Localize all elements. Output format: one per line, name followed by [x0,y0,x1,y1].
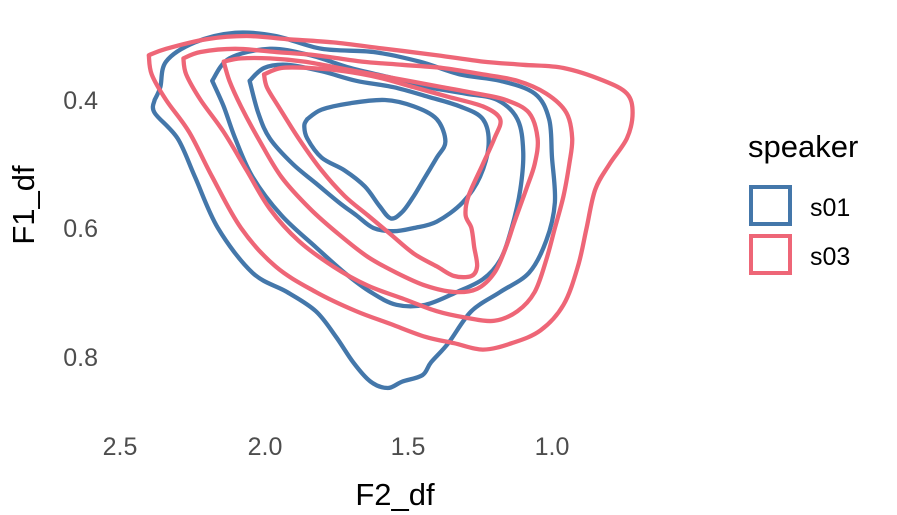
legend-label-s01: s01 [810,194,850,222]
contour-line-s01-4 [302,97,448,221]
y-axis-title: F1_df [6,165,41,245]
contour-line-s03-1 [146,33,635,352]
plot-panel [146,30,635,391]
x-tick-label: 1.5 [391,433,426,461]
y-tick-label: 0.4 [63,87,98,115]
legend-title: speaker [748,129,858,164]
x-tick-label: 2.5 [103,433,138,461]
y-tick-label: 0.6 [63,215,98,243]
contour-line-s01-3 [247,62,491,234]
contour-line-s01-1 [150,30,558,391]
legend-key-s03 [749,234,792,275]
x-tick-label: 1.0 [535,433,570,461]
x-axis: 2.5 2.0 1.5 1.0 F2_df [103,433,570,512]
legend: speaker s01 s03 [748,129,858,275]
y-tick-label: 0.8 [63,344,98,372]
legend-key-s01 [749,185,792,226]
y-axis: 0.4 0.6 0.8 F1_df [6,87,98,372]
series-s01 [150,30,558,391]
contour-line-s03-2 [181,46,575,324]
legend-label-s03: s03 [810,243,850,271]
series-s03 [146,33,635,352]
x-axis-title: F2_df [355,477,435,512]
contour-line-s03-4 [261,65,503,280]
x-tick-label: 2.0 [248,433,283,461]
